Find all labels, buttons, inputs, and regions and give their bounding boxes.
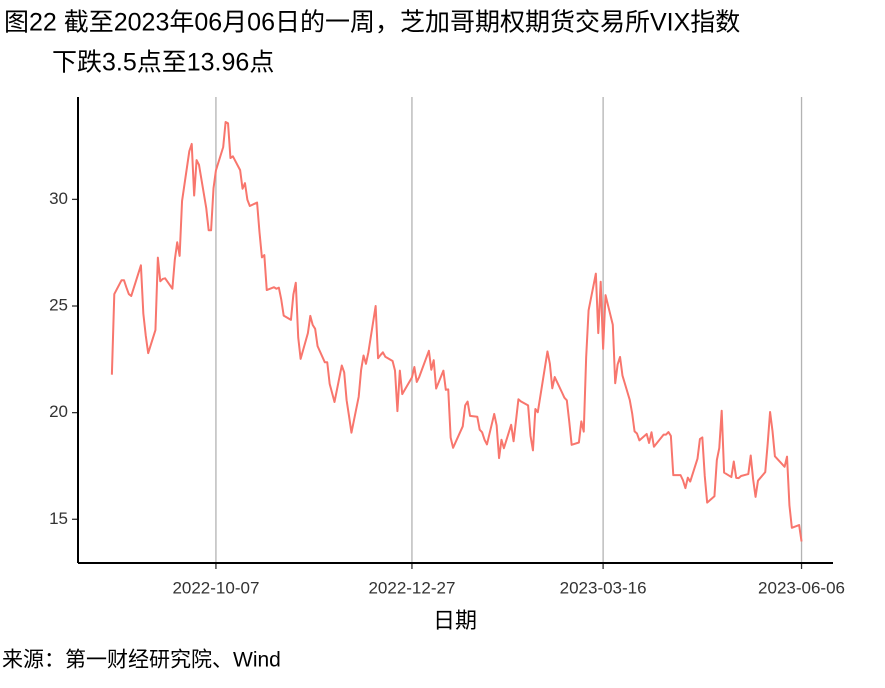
y-tick-label: 20 bbox=[49, 402, 68, 421]
y-tick-label: 15 bbox=[49, 509, 68, 528]
data-line bbox=[110, 120, 803, 542]
x-axis-label: 日期 bbox=[433, 608, 477, 633]
chart-title: 图22 截至2023年06月06日的一周，芝加哥期权期货交易所VIX指数 bbox=[4, 9, 740, 37]
x-tick-label: 2023-06-06 bbox=[758, 578, 845, 597]
source-note: 来源：第一财经研究院、Wind bbox=[2, 649, 281, 672]
chart-title: 下跌3.5点至13.96点 bbox=[52, 49, 274, 77]
x-tick-label: 2023-03-16 bbox=[560, 578, 647, 597]
y-tick-label: 25 bbox=[49, 295, 68, 314]
y-tick-label: 30 bbox=[49, 189, 68, 208]
x-tick-label: 2022-10-07 bbox=[172, 578, 259, 597]
x-tick-label: 2022-12-27 bbox=[368, 578, 455, 597]
